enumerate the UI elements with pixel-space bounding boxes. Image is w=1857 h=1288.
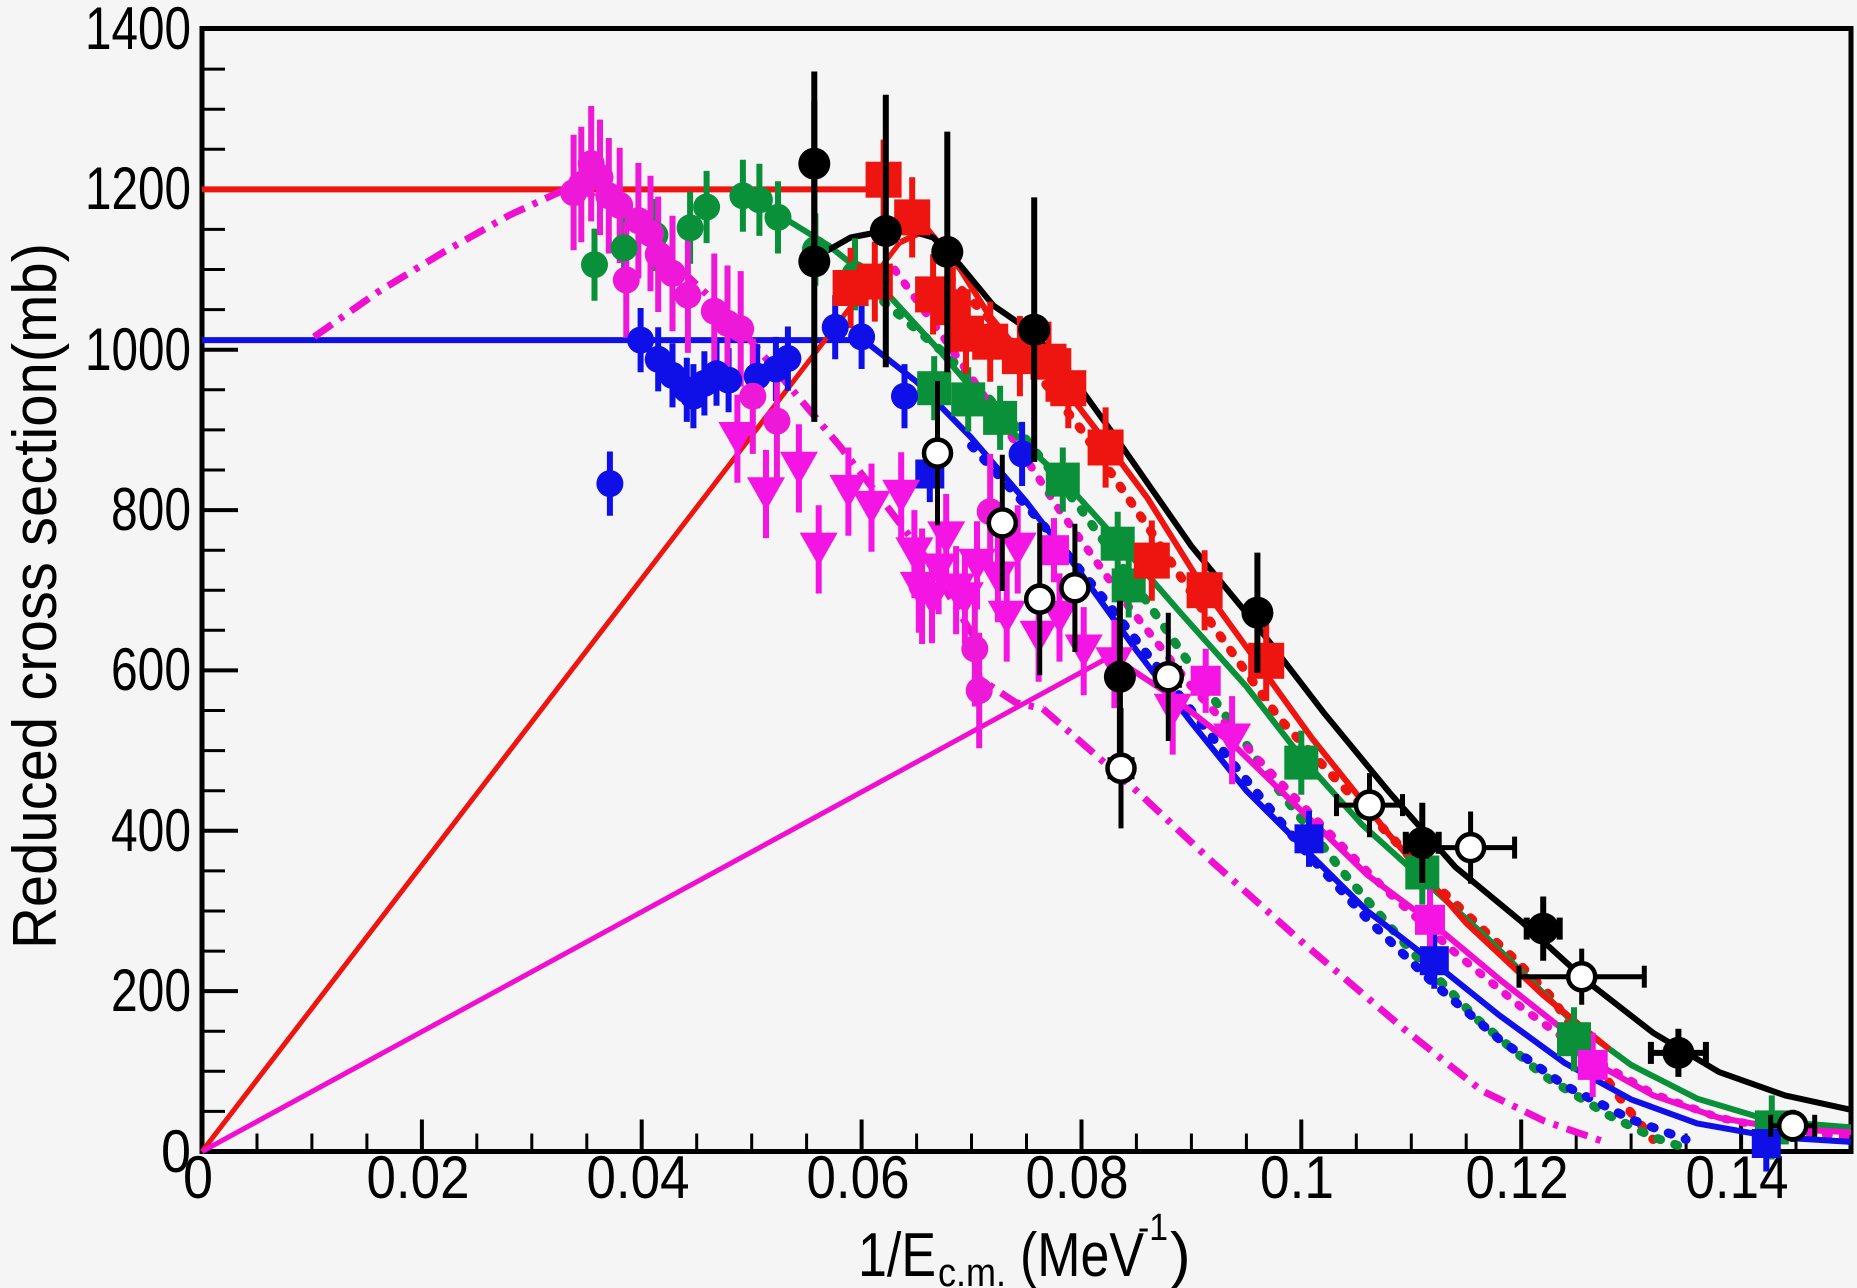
svg-text:Reduced cross section(mb): Reduced cross section(mb) [1, 243, 70, 949]
svg-text:0.06: 0.06 [807, 1144, 910, 1211]
svg-text:1/E: 1/E [858, 1221, 936, 1288]
svg-text:800: 800 [111, 476, 191, 543]
svg-text:-1: -1 [1138, 1207, 1168, 1249]
svg-text:0: 0 [183, 1144, 213, 1211]
svg-text:0.1: 0.1 [1260, 1144, 1334, 1211]
svg-text:1400: 1400 [85, 0, 191, 62]
svg-text:1200: 1200 [85, 155, 191, 222]
svg-text:1000: 1000 [85, 316, 191, 383]
svg-text:0.02: 0.02 [367, 1144, 470, 1211]
svg-text:200: 200 [111, 957, 191, 1024]
svg-text:0.12: 0.12 [1466, 1144, 1569, 1211]
svg-text:400: 400 [111, 797, 191, 864]
svg-text:0.08: 0.08 [1026, 1144, 1129, 1211]
svg-text:(MeV: (MeV [1020, 1221, 1145, 1288]
svg-text:0.04: 0.04 [587, 1144, 690, 1211]
svg-text:): ) [1170, 1221, 1191, 1288]
svg-text:c.m.: c.m. [938, 1251, 1006, 1288]
svg-text:600: 600 [111, 636, 191, 703]
svg-text:0: 0 [161, 1118, 191, 1185]
